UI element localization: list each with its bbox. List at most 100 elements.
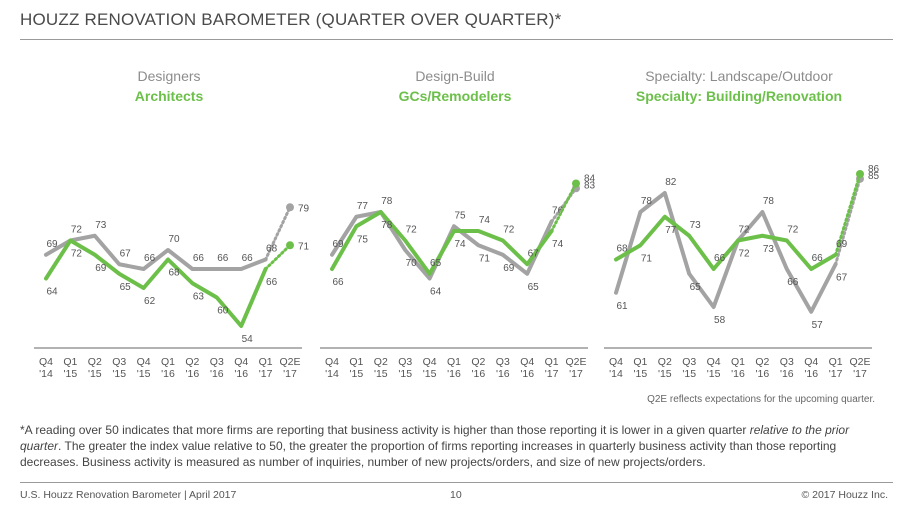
data-label: 66: [714, 253, 726, 264]
data-label: 65: [120, 282, 132, 293]
x-tick-label: Q2'15: [658, 356, 672, 380]
data-label: 73: [95, 220, 107, 231]
data-label: 72: [71, 249, 83, 260]
title-divider: [20, 39, 893, 40]
data-label: 54: [242, 334, 254, 345]
chart-specialty: Specialty: Landscape/Outdoor Specialty: …: [604, 60, 880, 390]
data-label: 65: [430, 258, 442, 269]
data-label: 78: [641, 196, 653, 207]
projection-line: [834, 172, 862, 257]
projected-point: [286, 241, 294, 250]
series-line: [44, 238, 268, 328]
page-number: 10: [450, 489, 462, 501]
data-label: 77: [357, 201, 369, 212]
x-tick-label: Q4'16: [804, 356, 818, 380]
data-label: 71: [641, 253, 653, 264]
x-tick-label: Q3'15: [112, 356, 126, 380]
x-tick-label: Q4'14: [609, 356, 623, 380]
data-label: 58: [714, 315, 726, 326]
data-label: 57: [812, 320, 824, 331]
x-tick-label: Q4'15: [707, 356, 721, 380]
footer-source: U.S. Houzz Renovation Barometer | April …: [20, 489, 237, 501]
projected-point: [856, 170, 864, 178]
series-title-green: Architects: [134, 88, 204, 104]
data-label: 79: [298, 203, 310, 214]
series-title-gray: Specialty: Landscape/Outdoor: [645, 68, 833, 84]
x-tick-label: Q4'15: [137, 356, 151, 380]
x-tick-label: Q1'16: [731, 356, 745, 380]
data-label: 66: [242, 253, 254, 264]
x-tick-label: Q4'14: [39, 356, 53, 380]
x-tick-label: Q1'16: [447, 356, 461, 380]
data-label: 68: [168, 268, 180, 279]
data-label: 84: [584, 174, 596, 185]
footnote: *A reading over 50 indicates that more f…: [20, 422, 882, 470]
x-tick-label: Q3'16: [496, 356, 510, 380]
data-label: 66: [144, 253, 156, 264]
projected-point: [286, 203, 294, 212]
x-tick-label: Q1'15: [63, 356, 77, 380]
data-label: 66: [266, 277, 278, 288]
data-label: 66: [812, 253, 824, 264]
projection-note: Q2E reflects expectations for the upcomi…: [647, 394, 875, 405]
data-label: 74: [552, 239, 564, 250]
data-label: 76: [552, 206, 564, 217]
data-label: 68: [616, 244, 628, 255]
x-tick-label: Q2'15: [88, 356, 102, 380]
data-label: 69: [95, 263, 107, 274]
data-label: 82: [665, 177, 677, 188]
x-tick-label: Q1'17: [259, 356, 273, 380]
series-line: [330, 210, 554, 276]
x-tick-label: Q1'15: [633, 356, 647, 380]
data-label: 70: [406, 258, 418, 269]
data-label: 77: [665, 225, 677, 236]
footnote-text-end: . The greater the index value relative t…: [20, 439, 837, 469]
chart-designbuild-gcs: Design-Build GCs/Remodelers Q4'14 Q1'15 Q2…: [320, 60, 596, 390]
data-label: 78: [763, 196, 775, 207]
data-label: 72: [738, 249, 750, 260]
line-chart-svg: Q4'14 Q1'15 Q2'15 Q3'15 Q4'15 Q1'16 Q2'16 Q3'16…: [604, 164, 880, 380]
data-label: 83: [584, 180, 596, 191]
series-title-green: Specialty: Building/Renovation: [635, 88, 843, 104]
data-label: 69: [332, 239, 344, 250]
x-tick-label: Q4'16: [520, 356, 534, 380]
line-chart-svg: Q4'14 Q1'15 Q2'15 Q3'15 Q4'15 Q1'16 Q2'16 Q3'16…: [34, 203, 310, 380]
data-label: 60: [217, 306, 229, 317]
data-label: 63: [193, 291, 205, 302]
data-label: 65: [528, 282, 540, 293]
data-label: 73: [763, 244, 775, 255]
x-tick-label: Q2'16: [755, 356, 769, 380]
series-line: [614, 191, 838, 314]
x-tick-label: Q1'17: [545, 356, 559, 380]
data-label: 69: [503, 263, 515, 274]
data-label: 72: [787, 225, 799, 236]
data-label: 75: [454, 210, 466, 221]
data-label: 66: [787, 277, 799, 288]
x-tick-label: Q4'14: [325, 356, 339, 380]
data-label: 72: [503, 225, 515, 236]
copyright: © 2017 Houzz Inc.: [801, 489, 888, 501]
data-label: 78: [381, 220, 393, 231]
projection-line: [834, 177, 862, 266]
data-label: 71: [479, 253, 491, 264]
data-label: 66: [332, 277, 344, 288]
x-tick-label: Q2'16: [185, 356, 199, 380]
data-label: 69: [836, 239, 848, 250]
projection-line: [264, 205, 292, 261]
data-label: 86: [868, 164, 880, 175]
data-label: 73: [690, 220, 702, 231]
data-label: 67: [120, 248, 132, 259]
projection-line: [264, 243, 292, 271]
x-tick-label: Q3'16: [210, 356, 224, 380]
data-label: 85: [868, 171, 880, 182]
series-title-green: GCs/Remodelers: [398, 88, 512, 104]
data-label: 78: [381, 196, 393, 207]
series-title-gray: Designers: [137, 68, 201, 84]
data-label: 72: [738, 225, 750, 236]
page-title: HOUZZ RENOVATION BAROMETER (QUARTER OVER…: [20, 10, 562, 29]
chart-designers-architects: Designers Architects Q4'14 Q1'15 Q2'15 Q3'1…: [34, 60, 310, 390]
data-label: 72: [71, 225, 83, 236]
x-tick-label: Q2'15: [374, 356, 388, 380]
footnote-text: *A reading over 50 indicates that more f…: [20, 423, 750, 437]
footnote-italic: relative to the prior quarter: [20, 423, 850, 453]
